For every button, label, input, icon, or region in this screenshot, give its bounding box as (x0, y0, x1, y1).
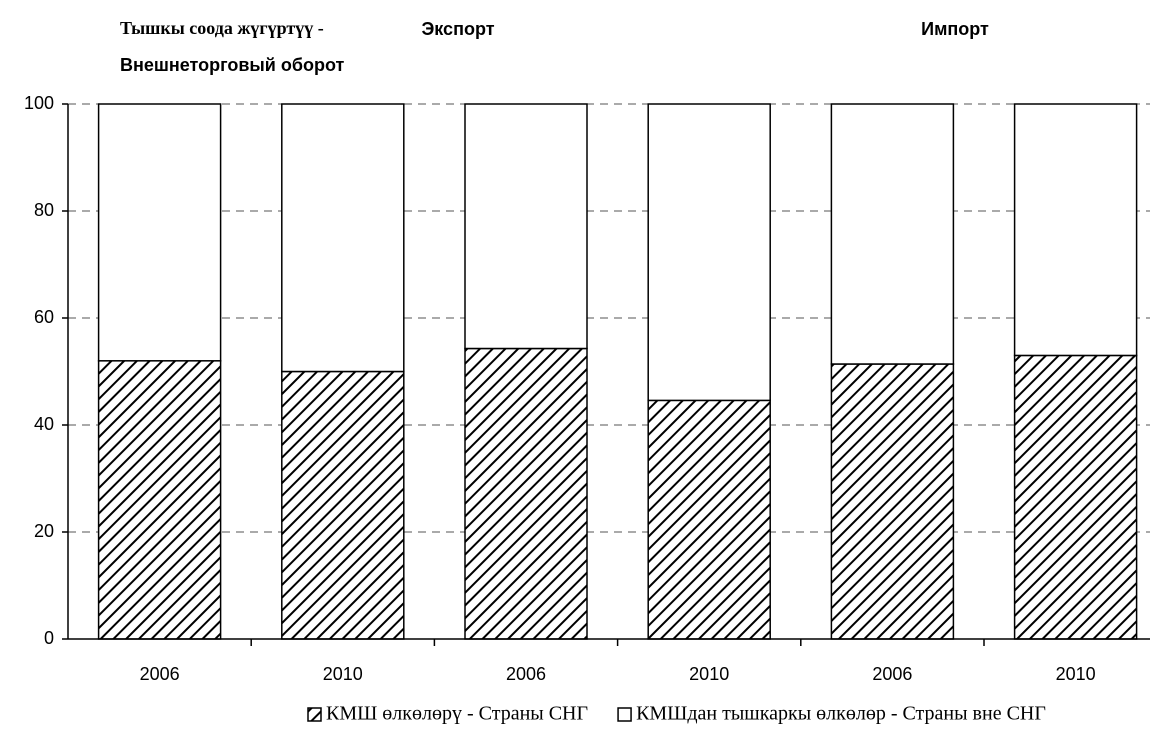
bar-segment (281, 103, 405, 373)
group-title: Экспорт (421, 19, 494, 39)
legend-swatch (307, 707, 322, 722)
group-title: Импорт (921, 19, 989, 39)
x-tick-label: 2010 (323, 664, 363, 684)
bar-segment (647, 103, 771, 402)
bar-segment (97, 103, 222, 362)
bar-segment (830, 363, 955, 640)
legend-label: КМШ өлкөлөрү - Страны СНГ (326, 703, 588, 725)
bar-segment (97, 360, 222, 640)
y-tick-label: 20 (34, 521, 54, 541)
bar-segment (1013, 354, 1138, 640)
x-tick-label: 2006 (872, 664, 912, 684)
bar-segment (281, 370, 405, 640)
y-tick-label: 80 (34, 200, 54, 220)
x-tick-label: 2006 (506, 664, 546, 684)
bar-segment (830, 103, 955, 365)
y-tick-label: 40 (34, 414, 54, 434)
x-tick-label: 2010 (1056, 664, 1096, 684)
y-tick-label: 60 (34, 307, 54, 327)
y-tick-label: 100 (24, 93, 54, 113)
legend-swatch (617, 707, 632, 722)
x-tick-label: 2010 (689, 664, 729, 684)
legend-label: КМШдан тышкаркы өлкөлөр - Страны вне СНГ (636, 703, 1046, 725)
bar-segment (464, 347, 588, 640)
group-title: Тышкы соода жүгүртүү - (120, 18, 324, 38)
y-tick-label: 0 (44, 628, 54, 648)
x-tick-label: 2006 (140, 664, 180, 684)
bar-segment (464, 103, 588, 350)
bar-segment (647, 399, 771, 640)
bar-segment (1013, 103, 1138, 357)
group-title: Внешнеторговый оборот (120, 55, 345, 75)
